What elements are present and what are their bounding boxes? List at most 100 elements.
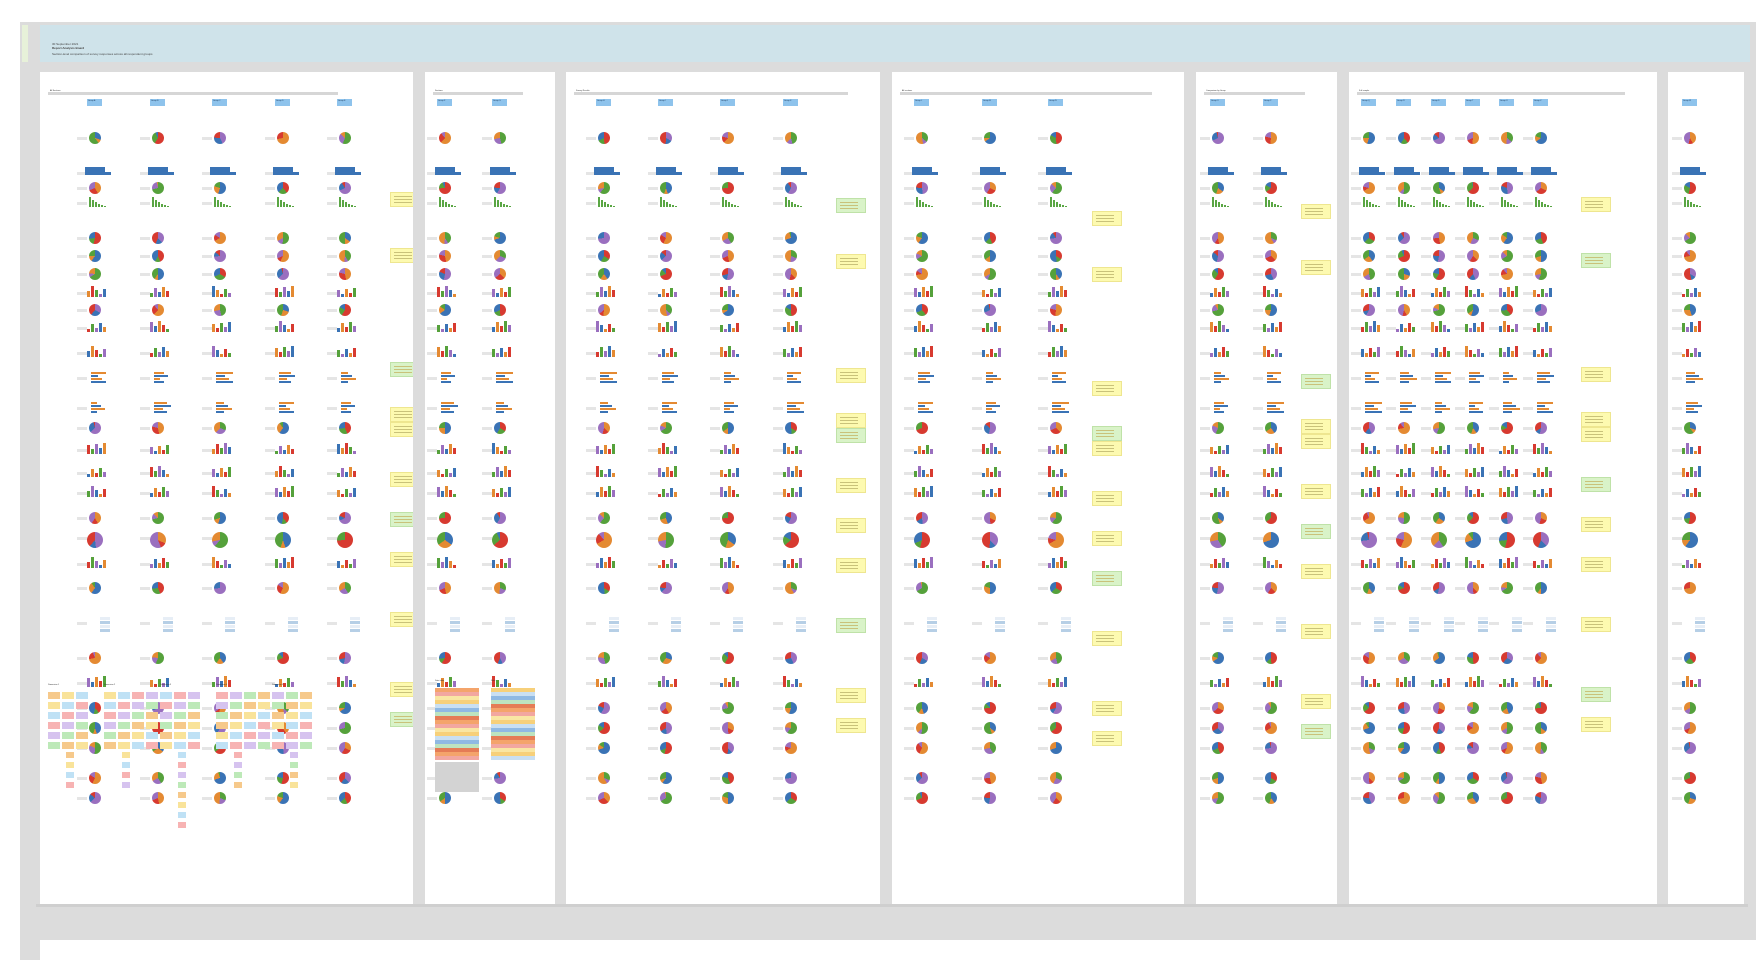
- board-frame[interactable]: Survey Results Group H Group I Group J Group…: [566, 72, 880, 904]
- pie-chart[interactable]: [1433, 722, 1445, 734]
- pie-chart[interactable]: [1501, 772, 1513, 784]
- sticky-note[interactable]: [1301, 260, 1331, 275]
- bar-chart[interactable]: [1361, 320, 1385, 332]
- pie-chart[interactable]: [339, 792, 351, 804]
- bar-chart[interactable]: [914, 442, 938, 454]
- pie-chart[interactable]: [1501, 652, 1513, 664]
- bar-chart[interactable]: [658, 320, 682, 332]
- green-histogram[interactable]: [339, 195, 359, 207]
- cluster-card[interactable]: [178, 772, 186, 778]
- pie-chart[interactable]: [1501, 182, 1513, 194]
- pie-chart[interactable]: [1535, 702, 1547, 714]
- pie-chart[interactable]: [439, 582, 451, 594]
- pie-chart[interactable]: [1363, 742, 1375, 754]
- bar-chart[interactable]: [1533, 556, 1557, 568]
- pie-chart[interactable]: [984, 582, 996, 594]
- pie-chart[interactable]: [214, 304, 226, 316]
- bar-chart[interactable]: [492, 285, 516, 297]
- bar-chart[interactable]: [720, 442, 744, 454]
- bar-chart[interactable]: [87, 675, 111, 687]
- pie-chart[interactable]: [494, 652, 506, 664]
- bar-chart[interactable]: [1210, 285, 1234, 297]
- pie-chart[interactable]: [1398, 250, 1410, 262]
- column-chip[interactable]: Group R: [1396, 99, 1411, 106]
- block-chart[interactable]: [656, 167, 676, 175]
- cluster-card[interactable]: [178, 802, 186, 808]
- cluster-card[interactable]: [160, 712, 172, 719]
- pie-chart[interactable]: [339, 742, 351, 754]
- cluster-card[interactable]: [174, 702, 186, 709]
- block-chart[interactable]: [1208, 167, 1228, 175]
- pie-chart[interactable]: [1467, 268, 1479, 280]
- green-histogram[interactable]: [1265, 195, 1285, 207]
- bar-chart[interactable]: [212, 345, 236, 357]
- cluster-card[interactable]: [258, 692, 270, 699]
- bar-chart[interactable]: [1361, 485, 1385, 497]
- pie-chart[interactable]: [1050, 132, 1062, 144]
- column-chip[interactable]: Group B: [150, 99, 165, 106]
- sticky-note[interactable]: [1581, 427, 1611, 442]
- pie-chart[interactable]: [1212, 182, 1224, 194]
- pie-chart[interactable]: [439, 304, 451, 316]
- pie-chart[interactable]: [152, 182, 164, 194]
- pie-chart[interactable]: [1363, 772, 1375, 784]
- pie-chart[interactable]: [785, 772, 797, 784]
- bar-chart[interactable]: [783, 675, 807, 687]
- pie-chart[interactable]: [1431, 532, 1447, 548]
- pie-chart[interactable]: [1363, 582, 1375, 594]
- column-chip[interactable]: Group J: [720, 99, 735, 106]
- pie-chart[interactable]: [722, 652, 734, 664]
- bar-chart[interactable]: [1499, 345, 1523, 357]
- pie-chart[interactable]: [660, 268, 672, 280]
- pie-chart[interactable]: [494, 250, 506, 262]
- cluster-card[interactable]: [160, 722, 172, 729]
- green-histogram[interactable]: [1501, 195, 1521, 207]
- pie-chart[interactable]: [916, 792, 928, 804]
- bar-chart[interactable]: [1499, 465, 1523, 477]
- cluster-card[interactable]: [76, 742, 88, 749]
- bar-chart[interactable]: [1210, 442, 1234, 454]
- pie-chart[interactable]: [982, 532, 998, 548]
- bar-chart[interactable]: [1533, 320, 1557, 332]
- pie-chart[interactable]: [494, 422, 506, 434]
- pie-chart[interactable]: [1501, 132, 1513, 144]
- green-histogram[interactable]: [1433, 195, 1453, 207]
- pie-chart[interactable]: [1265, 268, 1277, 280]
- bar-chart[interactable]: [1361, 675, 1385, 687]
- cluster-card[interactable]: [230, 702, 242, 709]
- pie-chart[interactable]: [785, 702, 797, 714]
- bar-chart[interactable]: [1682, 320, 1706, 332]
- pie-chart[interactable]: [598, 702, 610, 714]
- column-chip[interactable]: Group M: [982, 99, 997, 106]
- pie-chart[interactable]: [89, 512, 101, 524]
- pie-chart[interactable]: [439, 250, 451, 262]
- bar-chart[interactable]: [720, 556, 744, 568]
- bar-chart[interactable]: [596, 556, 620, 568]
- sticky-note[interactable]: [1301, 724, 1331, 739]
- bar-chart[interactable]: [150, 556, 174, 568]
- bar-chart[interactable]: [1396, 485, 1420, 497]
- bar-chart[interactable]: [1431, 442, 1455, 454]
- pie-chart[interactable]: [1363, 792, 1375, 804]
- pie-chart[interactable]: [1050, 512, 1062, 524]
- pie-chart[interactable]: [916, 422, 928, 434]
- sticky-note[interactable]: [1092, 531, 1122, 546]
- pie-chart[interactable]: [722, 250, 734, 262]
- cluster-card[interactable]: [48, 712, 60, 719]
- block-chart[interactable]: [490, 167, 510, 175]
- pie-chart[interactable]: [1212, 722, 1224, 734]
- cluster-card[interactable]: [290, 772, 298, 778]
- bar-chart[interactable]: [337, 465, 361, 477]
- pie-chart[interactable]: [1396, 532, 1412, 548]
- bar-chart[interactable]: [596, 345, 620, 357]
- bar-chart[interactable]: [982, 345, 1006, 357]
- bar-chart[interactable]: [1210, 485, 1234, 497]
- bar-chart[interactable]: [275, 320, 299, 332]
- pie-chart[interactable]: [1050, 772, 1062, 784]
- pie-chart[interactable]: [984, 304, 996, 316]
- pie-chart[interactable]: [89, 792, 101, 804]
- green-histogram[interactable]: [598, 195, 618, 207]
- bar-chart[interactable]: [1263, 465, 1287, 477]
- bar-chart[interactable]: [150, 345, 174, 357]
- pie-chart[interactable]: [1265, 792, 1277, 804]
